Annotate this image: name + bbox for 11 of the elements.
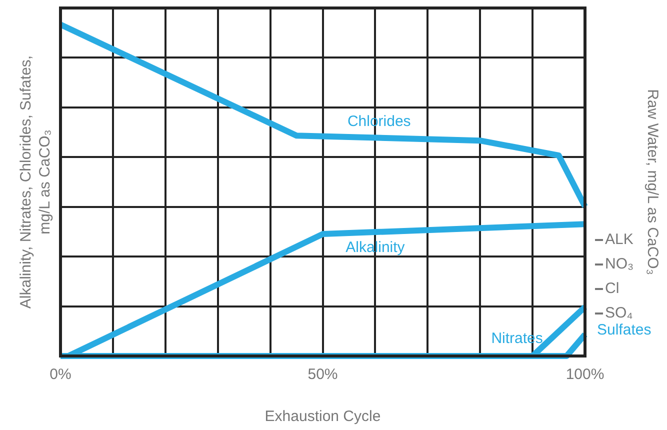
y-axis-title: Alkalinity, Nitrates, Chlorides, Sufates, mg/L as CaCO₃ <box>18 55 54 309</box>
x-axis-title: Exhaustion Cycle <box>264 408 381 426</box>
text: SO₄ <box>605 304 633 322</box>
text: NO₃ <box>605 256 634 273</box>
series-label: Sulfates <box>597 322 652 339</box>
text: ALK <box>605 231 634 248</box>
x-tick-label: 50% <box>308 366 338 384</box>
x-tick-label: 100% <box>566 366 604 384</box>
y2-axis-title: Raw Water, mg/L as CaCO₃ <box>644 89 661 275</box>
x-tick-label: 0% <box>50 366 72 384</box>
text: Cl <box>605 280 620 298</box>
